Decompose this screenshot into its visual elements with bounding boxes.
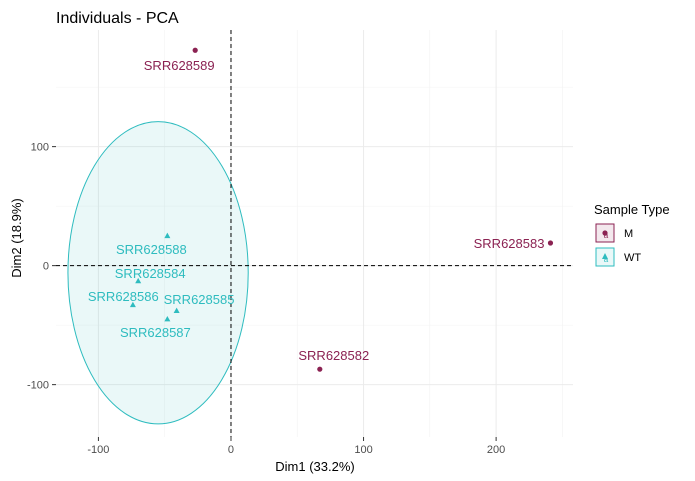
legend-glyph-wt: a bbox=[604, 255, 609, 264]
point-srr628585 bbox=[173, 307, 180, 314]
point-labels: SRR628589 SRR628583 SRR628582 SRR628588 SRR6… bbox=[88, 58, 545, 363]
y-tick-label: -100 bbox=[27, 380, 49, 392]
point-srr628586 bbox=[129, 301, 136, 308]
x-tick-label: 0 bbox=[228, 444, 234, 456]
point-srr628588 bbox=[164, 232, 171, 239]
legend-glyph-m: a bbox=[604, 231, 609, 240]
x-tick-label: -100 bbox=[87, 444, 109, 456]
y-axis-title: Dim2 (18.9%) bbox=[9, 198, 24, 277]
confidence-ellipses bbox=[67, 121, 249, 425]
legend-label-m: M bbox=[624, 228, 633, 240]
label-srr628589: SRR628589 bbox=[144, 58, 215, 73]
label-srr628583: SRR628583 bbox=[474, 236, 545, 251]
label-srr628586: SRR628586 bbox=[88, 289, 159, 304]
legend-marker-wt bbox=[602, 253, 608, 259]
point-srr628582 bbox=[317, 366, 323, 372]
label-srr628588: SRR628588 bbox=[116, 242, 187, 257]
y-tick-label: 0 bbox=[43, 261, 49, 273]
x-axis-title: Dim1 (33.2%) bbox=[275, 459, 354, 474]
label-srr628582: SRR628582 bbox=[298, 348, 369, 363]
chart-title: Individuals - PCA bbox=[56, 10, 179, 27]
y-tick-label: 100 bbox=[31, 142, 49, 154]
x-tick-label: 100 bbox=[354, 444, 372, 456]
legend-marker-m bbox=[602, 230, 608, 236]
axes: -100 0 100 200 -100 0 100 bbox=[27, 142, 505, 456]
label-srr628585: SRR628585 bbox=[164, 292, 235, 307]
legend-title: Sample Type bbox=[594, 202, 670, 217]
legend: Sample Type a Ma WT bbox=[594, 202, 670, 267]
confidence-ellipse-wt bbox=[67, 121, 249, 425]
point-srr628587 bbox=[164, 315, 171, 322]
legend-label-wt: WT bbox=[624, 252, 641, 264]
label-srr628587: SRR628587 bbox=[120, 325, 191, 340]
point-srr628589 bbox=[192, 47, 198, 53]
data-points bbox=[129, 47, 554, 372]
point-srr628584 bbox=[135, 277, 142, 284]
x-tick-label: 200 bbox=[487, 444, 505, 456]
point-srr628583 bbox=[547, 240, 554, 246]
label-srr628584: SRR628584 bbox=[115, 266, 186, 281]
reference-lines bbox=[56, 30, 573, 437]
